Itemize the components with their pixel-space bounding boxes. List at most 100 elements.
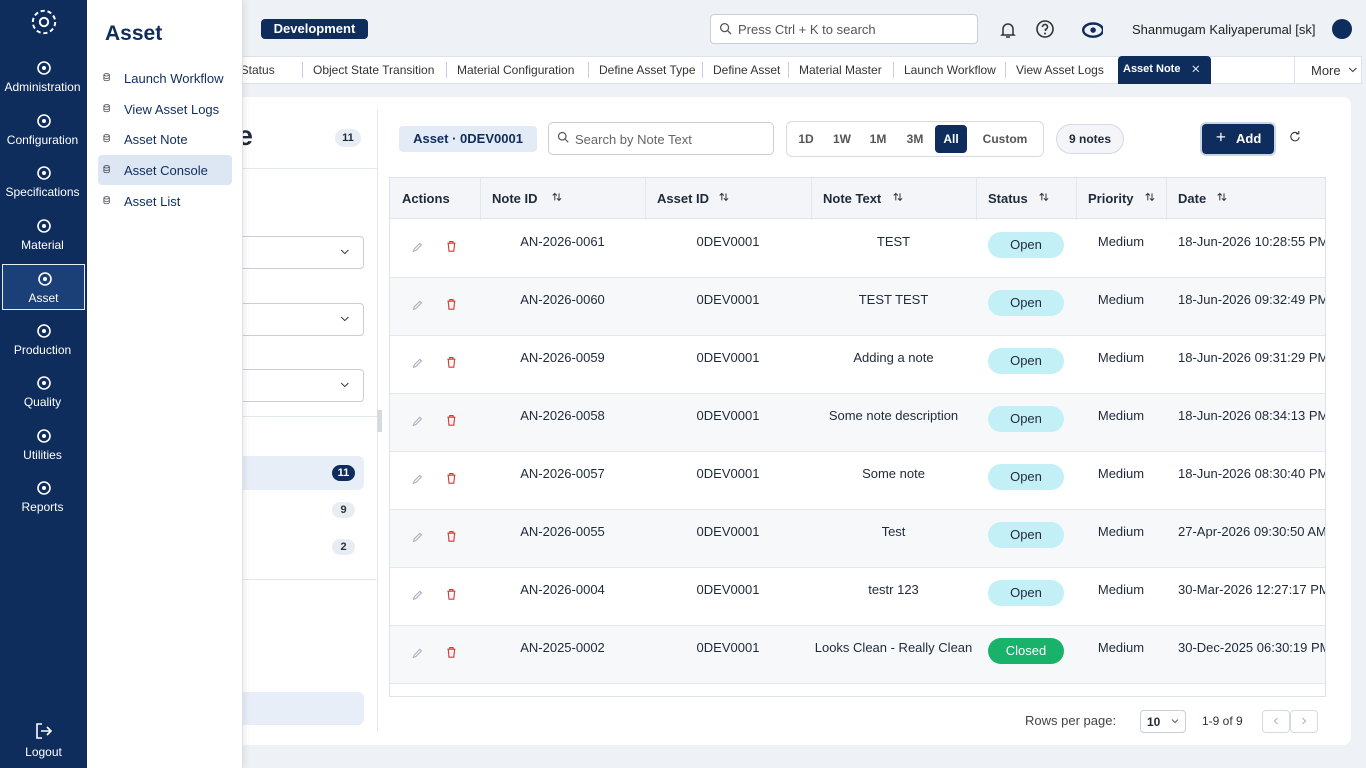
sidebar-label[interactable]: Reports bbox=[21, 500, 64, 514]
more-button[interactable]: More bbox=[1294, 56, 1362, 84]
edit-icon bbox=[412, 416, 423, 427]
cell: 0DEV0001 bbox=[696, 524, 760, 539]
sidebar-item[interactable]: Quality bbox=[2, 369, 85, 415]
next-page[interactable] bbox=[1290, 710, 1318, 733]
sidebar: Administration Configuration Specification… bbox=[0, 0, 87, 768]
more-label: More bbox=[1311, 63, 1341, 78]
logout-label[interactable]: Logout bbox=[25, 745, 62, 759]
sort-icon bbox=[1145, 192, 1155, 202]
range-button[interactable]: 3M bbox=[906, 132, 924, 146]
tab[interactable]: Define Asset bbox=[713, 63, 781, 77]
cell: TEST bbox=[876, 234, 911, 249]
status-badge-partial bbox=[988, 696, 1064, 697]
sidebar-label[interactable]: Material bbox=[21, 237, 64, 252]
rows-value: 10 bbox=[1147, 715, 1161, 729]
tab[interactable]: Object State Transition bbox=[313, 63, 435, 77]
user-avatar bbox=[1332, 19, 1352, 39]
flyout-label[interactable]: Launch Workflow bbox=[124, 71, 224, 86]
tab-close-icon bbox=[1192, 65, 1200, 73]
cell: 18-Jun-2026 08:30:40 PM bbox=[1178, 466, 1326, 481]
tab[interactable]: Define Asset Type bbox=[599, 63, 696, 77]
cell: AN-2026-0057 bbox=[520, 466, 605, 481]
prev-page[interactable] bbox=[1262, 710, 1290, 733]
flyout-label[interactable]: Asset Console bbox=[124, 163, 208, 179]
table-row bbox=[390, 278, 1325, 336]
table-row bbox=[390, 452, 1325, 510]
cell: 30-Dec-2025 06:30:19 PM bbox=[1178, 640, 1326, 655]
flyout-label[interactable]: View Asset Logs bbox=[124, 101, 220, 117]
flyout-item[interactable]: Asset Note bbox=[98, 124, 232, 154]
sort-icon bbox=[719, 192, 729, 202]
flyout-label[interactable]: Asset List bbox=[124, 193, 181, 209]
range-button[interactable]: 1D bbox=[798, 132, 814, 146]
flyout-item[interactable]: Asset Console bbox=[98, 155, 232, 186]
delete-icon bbox=[447, 647, 456, 658]
flyout-label[interactable]: Asset Note bbox=[124, 132, 188, 148]
flyout-item[interactable]: Asset List bbox=[98, 186, 232, 216]
tab[interactable]: Material Master bbox=[799, 63, 882, 77]
env-badge: Development bbox=[261, 19, 368, 39]
sidebar-item[interactable]: Utilities bbox=[2, 422, 85, 468]
global-search[interactable]: Press Ctrl + K to search bbox=[710, 14, 978, 44]
sidebar-label[interactable]: Specifications bbox=[5, 185, 80, 199]
range-button[interactable]: 1M bbox=[869, 132, 887, 146]
cell: 27-Apr-2026 09:30:50 AM bbox=[1178, 524, 1326, 539]
tab-active[interactable]: Asset Note bbox=[1118, 56, 1211, 84]
table-row bbox=[390, 684, 1325, 696]
tab-divider bbox=[302, 62, 303, 78]
flyout-menu: Asset Launch Workflow View Asset Logs Asset… bbox=[87, 0, 243, 768]
cell: Medium bbox=[1097, 408, 1145, 423]
table-row bbox=[390, 568, 1325, 626]
add-button[interactable]: Add bbox=[1202, 124, 1274, 154]
tab[interactable]: Launch Workflow bbox=[904, 63, 996, 77]
flyout-item[interactable]: Launch Workflow bbox=[98, 63, 232, 93]
tab-divider bbox=[893, 62, 894, 78]
tab[interactable]: Material Configuration bbox=[457, 63, 575, 77]
tab[interactable]: Asset Note bbox=[1123, 63, 1181, 75]
chevron-icon bbox=[340, 382, 349, 388]
sidebar-label[interactable]: Asset bbox=[28, 291, 59, 305]
delete-icon bbox=[447, 241, 456, 252]
sidebar-item[interactable]: Specifications bbox=[2, 159, 85, 205]
sidebar-item[interactable]: Production bbox=[2, 317, 85, 363]
status-badge: Open bbox=[988, 290, 1064, 316]
cell: AN-2025-0002 bbox=[520, 640, 605, 655]
sidebar-item[interactable]: Administration bbox=[2, 54, 85, 100]
sidebar-label[interactable]: Utilities bbox=[23, 447, 62, 462]
cell: 0DEV0001 bbox=[696, 350, 760, 365]
range-button[interactable]: Custom bbox=[982, 132, 1028, 146]
edit-icon bbox=[412, 358, 423, 369]
note-search[interactable]: Search by Note Text bbox=[548, 122, 774, 155]
sidebar-label[interactable]: Quality bbox=[23, 395, 62, 409]
sidebar-icon bbox=[37, 323, 51, 338]
sidebar-item[interactable]: Asset bbox=[2, 264, 85, 310]
notification-icon bbox=[1000, 23, 1016, 38]
sidebar-icon bbox=[37, 113, 51, 128]
column-header: Status bbox=[988, 191, 1028, 206]
cell: AN-2026-0060 bbox=[520, 292, 605, 307]
status-badge: Open bbox=[988, 464, 1064, 490]
range-button[interactable]: 1W bbox=[833, 132, 851, 146]
sidebar-label[interactable]: Configuration bbox=[6, 132, 79, 147]
cell: Adding a note bbox=[853, 350, 934, 365]
tab[interactable]: View Asset Logs bbox=[1016, 63, 1104, 77]
plus-icon bbox=[1216, 132, 1226, 142]
sort-icon bbox=[893, 192, 903, 202]
cell: AN-2026-0061 bbox=[520, 234, 605, 249]
sidebar-item[interactable]: Material bbox=[2, 212, 85, 258]
chevron-icon bbox=[1348, 67, 1357, 73]
rows-select[interactable]: 10 bbox=[1140, 710, 1186, 733]
list-count: 9 bbox=[332, 502, 355, 518]
edit-icon bbox=[412, 474, 423, 485]
asset-chip: Asset · 0DEV0001 bbox=[399, 126, 537, 152]
sidebar-label[interactable]: Production bbox=[13, 342, 72, 357]
sidebar-item[interactable]: Configuration bbox=[2, 107, 85, 153]
sidebar-item[interactable]: Reports bbox=[2, 474, 85, 520]
flyout-item[interactable]: View Asset Logs bbox=[98, 94, 232, 124]
sidebar-label[interactable]: Administration bbox=[4, 80, 81, 94]
table-row bbox=[390, 510, 1325, 568]
delete-icon bbox=[447, 473, 456, 484]
logo bbox=[31, 9, 57, 35]
range-button[interactable]: All bbox=[935, 125, 967, 153]
